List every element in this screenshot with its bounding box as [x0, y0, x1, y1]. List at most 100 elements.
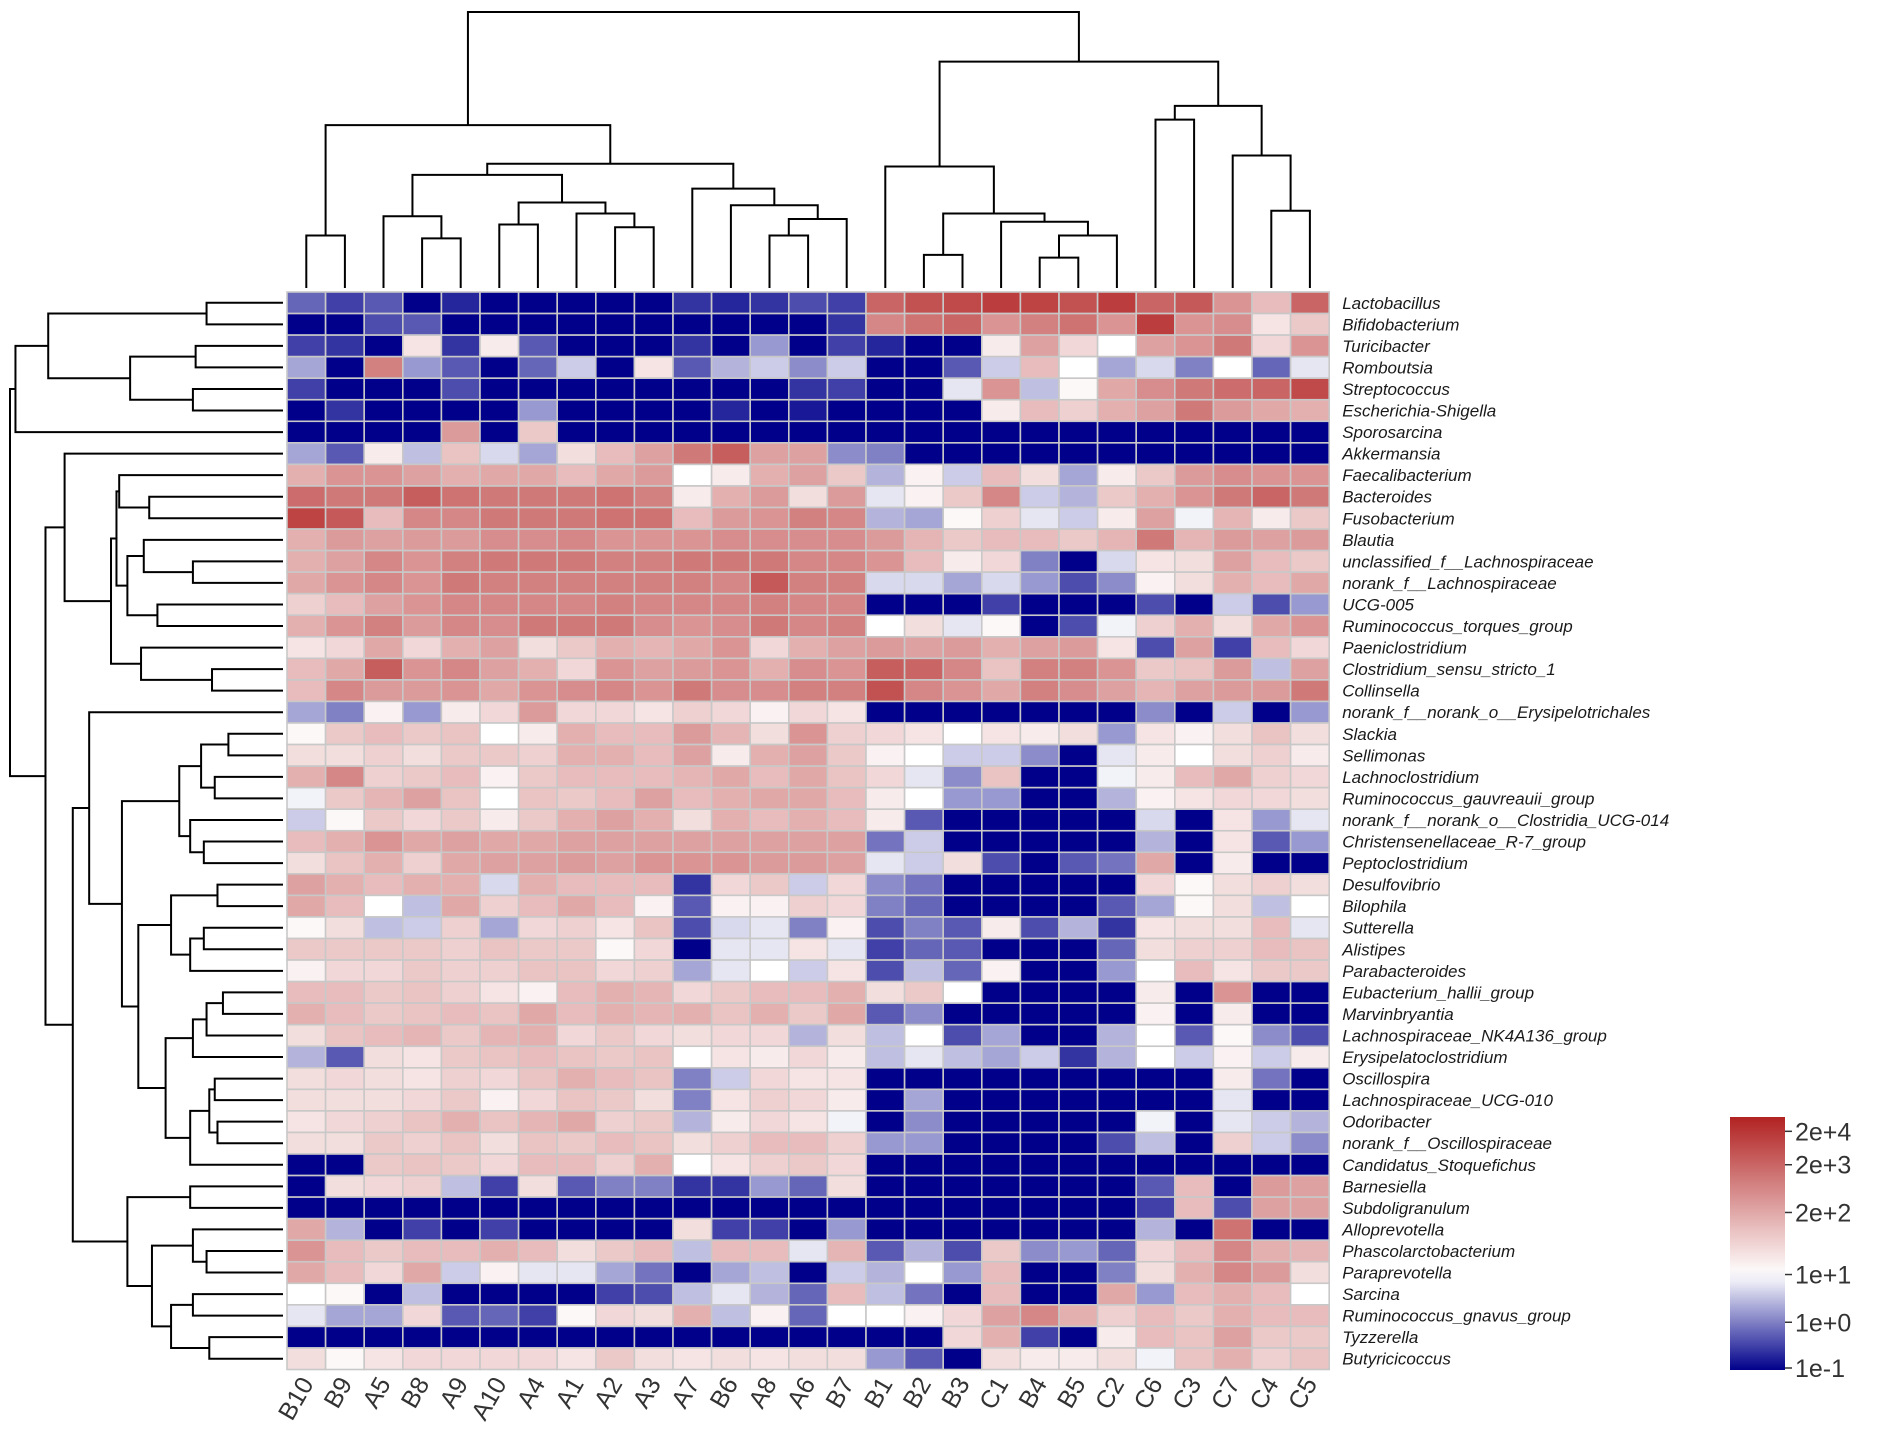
heatmap-cell — [1174, 829, 1215, 854]
heatmap-cell — [594, 1002, 636, 1026]
dendrogram-branch — [150, 1244, 193, 1328]
heatmap-cell — [980, 506, 1022, 530]
heatmap-cell — [903, 829, 944, 854]
heatmap-cell — [942, 829, 983, 854]
heatmap-cell — [401, 635, 443, 660]
heatmap-cell — [324, 1174, 366, 1198]
heatmap-cell — [865, 1174, 906, 1198]
heatmap-cell — [672, 355, 713, 379]
heatmap-cell — [1019, 743, 1060, 767]
heatmap-cell — [363, 1347, 404, 1371]
heatmap-cell — [1096, 1045, 1137, 1069]
dendrogram-branch — [205, 1002, 283, 1037]
heatmap-cell — [594, 1347, 636, 1371]
heatmap-cell — [1251, 549, 1292, 573]
heatmap-cell — [749, 1304, 790, 1328]
heatmap-cell — [1096, 786, 1137, 811]
heatmap-cell — [479, 916, 520, 940]
heatmap-cell — [1212, 829, 1253, 854]
heatmap-cell — [749, 722, 790, 746]
heatmap-cell — [440, 894, 481, 918]
heatmap-cell — [594, 1282, 636, 1306]
heatmap-cell — [1212, 1088, 1253, 1112]
heatmap-cell — [1019, 1023, 1060, 1048]
dendrogram-branch — [142, 538, 283, 574]
heatmap-cell — [440, 829, 481, 854]
heatmap-cell — [1096, 1023, 1137, 1048]
heatmap-cell — [594, 549, 636, 573]
heatmap-cell — [1096, 808, 1137, 832]
heatmap-cell — [440, 808, 481, 832]
dendrogram-branch — [938, 60, 1220, 167]
heatmap-cell — [1212, 1174, 1253, 1198]
heatmap-cell — [1135, 1067, 1176, 1091]
heatmap-cell — [1096, 549, 1137, 573]
heatmap-cell — [517, 420, 558, 444]
heatmap-cell — [749, 1023, 790, 1048]
heatmap-cell — [1289, 786, 1330, 811]
heatmap-cell — [594, 1217, 636, 1242]
heatmap-cell — [1174, 873, 1215, 897]
heatmap-cell — [401, 1131, 443, 1155]
heatmap-cell — [1212, 635, 1253, 660]
heatmap-cell — [1212, 1217, 1253, 1242]
heatmap-cell — [1251, 1002, 1292, 1026]
row-label: Faecalibacterium — [1342, 466, 1471, 485]
heatmap-cell — [517, 1067, 558, 1091]
heatmap-cell — [594, 980, 636, 1004]
heatmap-cell — [401, 743, 443, 767]
heatmap-cell — [1019, 1131, 1060, 1155]
heatmap-cell — [286, 635, 327, 660]
column-dendrogram — [305, 11, 1311, 288]
heatmap-cell — [1174, 786, 1215, 811]
dendrogram-branch — [382, 215, 443, 288]
heatmap-cell — [479, 1067, 520, 1091]
heatmap-cell — [594, 657, 636, 681]
column-label: A10 — [466, 1373, 512, 1426]
heatmap-cell — [517, 765, 558, 789]
heatmap-cell — [942, 614, 983, 638]
heatmap-cell — [710, 506, 751, 530]
heatmap-cell — [594, 1174, 636, 1198]
heatmap-cell — [633, 873, 674, 897]
heatmap-cell — [594, 312, 636, 336]
heatmap-cell — [826, 1110, 867, 1134]
heatmap-cell — [1251, 873, 1292, 897]
heatmap-cell — [324, 765, 366, 789]
heatmap-cell — [1135, 312, 1176, 336]
heatmap-cell — [903, 1023, 944, 1048]
heatmap-cell — [710, 398, 751, 423]
heatmap-cell — [865, 291, 906, 315]
heatmap-cell — [1251, 980, 1292, 1004]
heatmap-cell — [556, 700, 597, 724]
heatmap-cell — [749, 1153, 790, 1177]
heatmap-cell — [1212, 959, 1253, 983]
dendrogram-branch — [1231, 154, 1292, 288]
heatmap-cell — [826, 916, 867, 940]
heatmap-cell — [633, 1045, 674, 1069]
heatmap-cell — [1251, 334, 1292, 358]
heatmap-cell — [286, 1196, 327, 1220]
heatmap-cell — [1251, 1217, 1292, 1242]
row-label: norank_f__norank_o__Clostridia_UCG-014 — [1342, 811, 1669, 830]
row-label: Desulfovibrio — [1342, 876, 1440, 895]
dendrogram-branch — [221, 991, 283, 1015]
heatmap-cell — [865, 1282, 906, 1306]
heatmap-cell — [1289, 937, 1330, 961]
heatmap-cell — [633, 1023, 674, 1048]
heatmap-cell — [633, 1174, 674, 1198]
heatmap-cell — [1289, 635, 1330, 660]
heatmap-cell — [1135, 657, 1176, 681]
heatmap-cell — [286, 1067, 327, 1091]
dendrogram-branch — [421, 237, 462, 288]
heatmap-cell — [286, 873, 327, 897]
heatmap-cell — [440, 592, 481, 617]
heatmap-cell — [286, 420, 327, 444]
heatmap-cell — [517, 506, 558, 530]
heatmap-cell — [324, 786, 366, 811]
heatmap-cell — [286, 506, 327, 530]
heatmap-cell — [363, 463, 404, 487]
heatmap-cell — [556, 355, 597, 379]
heatmap-cell — [903, 916, 944, 940]
heatmap-cell — [787, 743, 829, 767]
